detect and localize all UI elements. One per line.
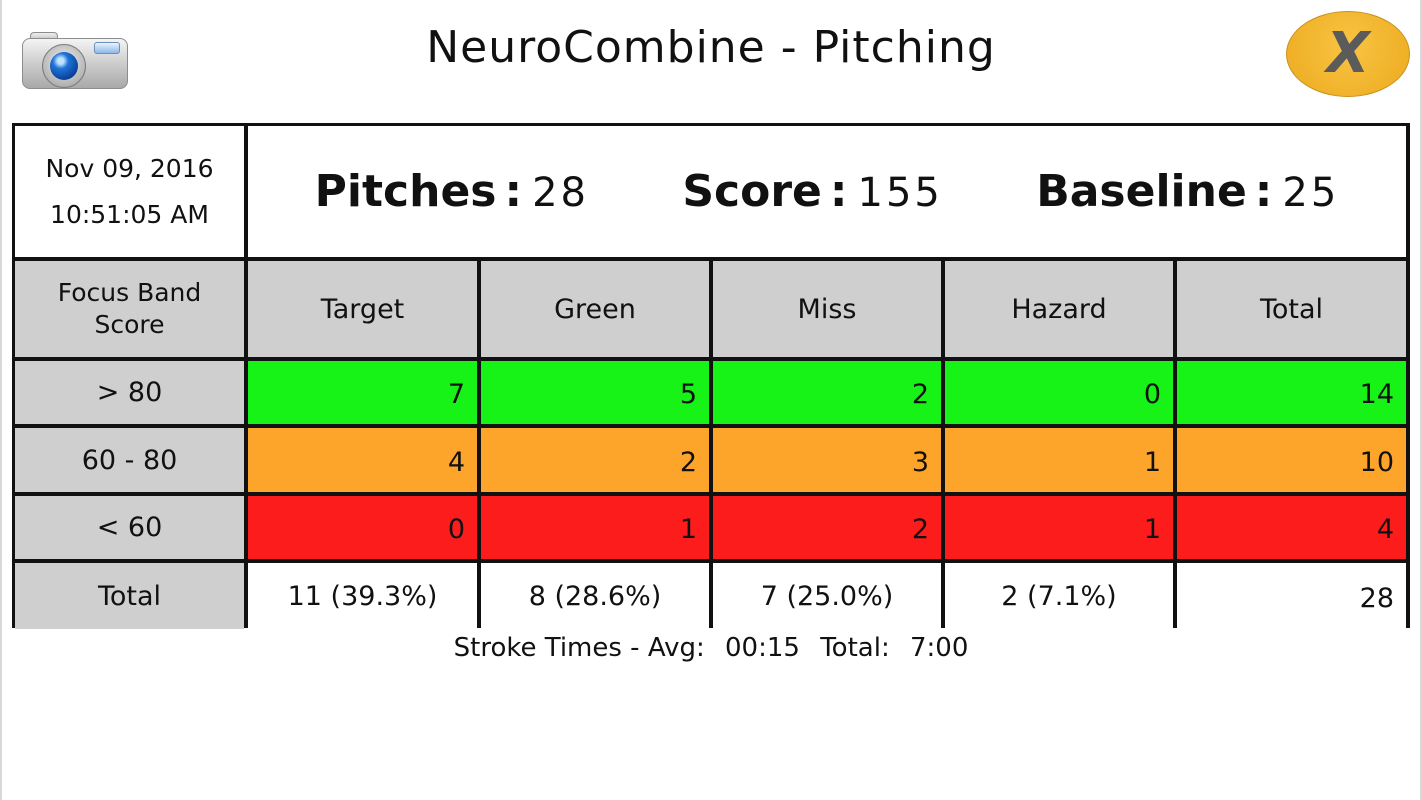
camera-lens: [50, 52, 78, 80]
total-target: 11 (39.3%): [248, 563, 477, 629]
cell-60-80-miss: 3: [713, 428, 941, 492]
cell-below-60-miss: 2: [713, 496, 941, 559]
camera-lens-ring: [42, 44, 86, 88]
cell-above-80-miss: 2: [713, 361, 941, 424]
baseline-separator: :: [1254, 166, 1273, 217]
cell-above-80-total: 14: [1177, 361, 1406, 424]
frame-right-border: [1420, 0, 1422, 800]
frame-left-border: [0, 0, 2, 800]
focus-band-header: Focus Band Score: [15, 261, 244, 357]
column-header-target: Target: [248, 261, 477, 357]
column-header-green: Green: [481, 261, 709, 357]
cell-below-60-total: 4: [1177, 496, 1406, 559]
cell-60-80-target: 4: [248, 428, 477, 492]
stroke-times-total-label: Total:: [820, 633, 890, 663]
column-header-hazard: Hazard: [945, 261, 1173, 357]
score-separator: :: [829, 166, 848, 217]
row-label-below-60: < 60: [15, 496, 244, 559]
stroke-times-total: 7:00: [909, 633, 969, 663]
cell-above-80-hazard: 0: [945, 361, 1173, 424]
total-green: 8 (28.6%): [481, 563, 709, 629]
cell-below-60-green: 1: [481, 496, 709, 559]
total-overall: 28: [1177, 563, 1406, 629]
session-date: Nov 09, 2016: [45, 153, 214, 183]
score-label: Score: [682, 166, 822, 217]
baseline-value: 25: [1282, 170, 1340, 216]
cell-above-80-green: 5: [481, 361, 709, 424]
cell-60-80-green: 2: [481, 428, 709, 492]
cell-above-80-target: 7: [248, 361, 477, 424]
column-header-miss: Miss: [713, 261, 941, 357]
session-datetime: Nov 09, 2016 10:51:05 AM: [15, 126, 244, 257]
session-time: 10:51:05 AM: [50, 199, 209, 229]
camera-icon[interactable]: [22, 32, 128, 89]
stroke-times-avg: 00:15: [725, 633, 800, 663]
total-miss: 7 (25.0%): [713, 563, 941, 629]
cell-60-80-total: 10: [1177, 428, 1406, 492]
close-button[interactable]: X: [1286, 11, 1410, 97]
baseline-label: Baseline: [1036, 166, 1247, 217]
total-hazard: 2 (7.1%): [945, 563, 1173, 629]
cell-below-60-hazard: 1: [945, 496, 1173, 559]
focus-band-label-line1: Focus Band: [57, 278, 202, 307]
column-header-total: Total: [1177, 261, 1406, 357]
pitches-stat: Pitches : 28: [315, 166, 589, 217]
camera-flash: [94, 42, 120, 54]
page-title: NeuroCombine - Pitching: [426, 22, 996, 73]
stats-bar: Pitches : 28 Score : 155 Baseline : 25: [248, 126, 1406, 257]
score-value: 155: [857, 170, 943, 216]
cell-60-80-hazard: 1: [945, 428, 1173, 492]
pitches-separator: :: [504, 166, 523, 217]
row-label-above-80: > 80: [15, 361, 244, 424]
row-label-total: Total: [15, 563, 244, 629]
pitches-value: 28: [532, 170, 589, 216]
cell-below-60-target: 0: [248, 496, 477, 559]
pitches-label: Pitches: [314, 166, 497, 217]
focus-band-label-line2: Score: [94, 310, 165, 339]
stroke-times: Stroke Times - Avg: 00:15 Total: 7:00: [0, 633, 1422, 663]
row-label-60-80: 60 - 80: [15, 428, 244, 492]
baseline-stat: Baseline : 25: [1036, 166, 1339, 217]
stroke-times-label: Stroke Times - Avg:: [453, 633, 705, 663]
close-icon: X: [1326, 21, 1370, 86]
score-stat: Score : 155: [682, 166, 943, 217]
results-table: Nov 09, 2016 10:51:05 AM Pitches : 28 Sc…: [12, 123, 1410, 629]
